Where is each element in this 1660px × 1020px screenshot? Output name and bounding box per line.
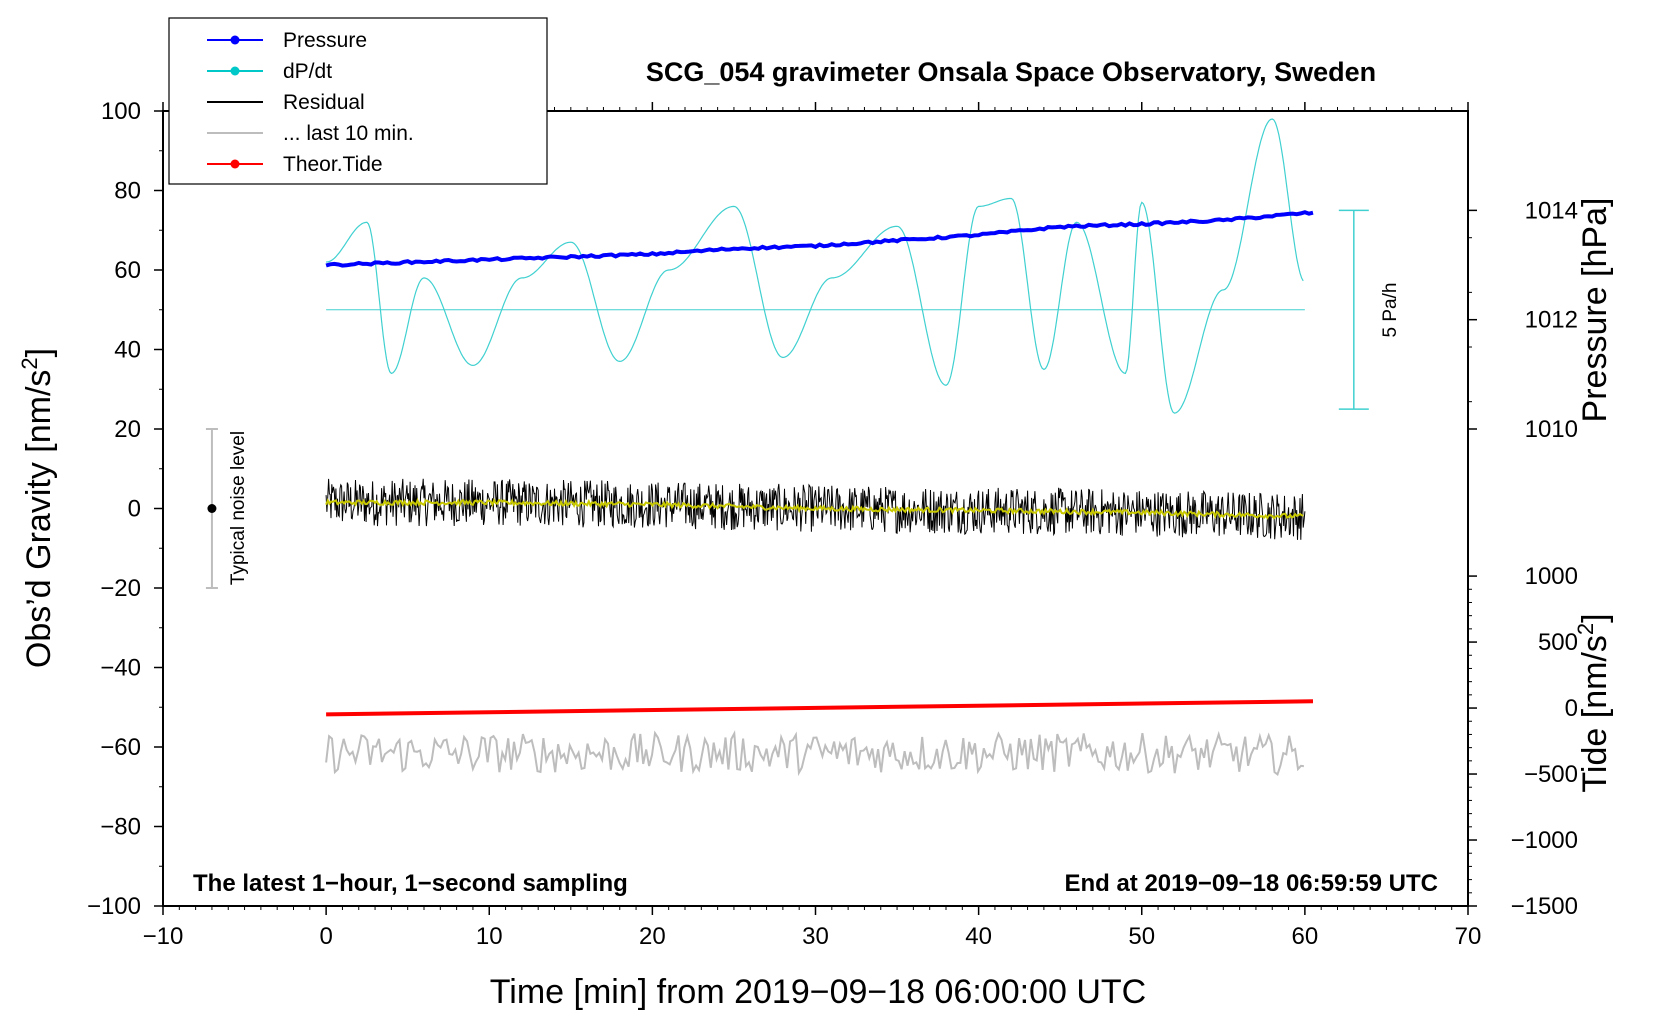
scale-bar-label: 5 Pa/h bbox=[1380, 283, 1401, 338]
noise-bar-dot bbox=[207, 504, 217, 513]
y-tick-label: −100 bbox=[87, 893, 141, 920]
axes-layer: −10 0 10 20 30 40 50 60 70−100−80−60−40−20020406… bbox=[87, 98, 1578, 950]
x-tick-label: 20 bbox=[639, 923, 666, 950]
dpdt-series bbox=[326, 118, 1304, 414]
annotation-right: End at 2019−09−18 06:59:59 UTC bbox=[1064, 870, 1438, 897]
y-tick-label: 60 bbox=[114, 257, 141, 284]
tide-axis-title: Tide [nm/s2] bbox=[1573, 613, 1614, 792]
tide-tick-label: 0 bbox=[1565, 695, 1578, 722]
legend: Pressure dP/dt Residual ... last 10 min. The… bbox=[168, 17, 548, 185]
legend-item: Residual bbox=[207, 91, 365, 114]
legend-item: dP/dt bbox=[207, 60, 332, 83]
tide-axis-title-main: Tide [nm/s bbox=[1576, 635, 1614, 792]
legend-item: Theor.Tide bbox=[207, 153, 383, 176]
chart-title: SCG_054 gravimeter Onsala Space Observat… bbox=[646, 57, 1376, 87]
noise-bar-label: Typical noise level bbox=[228, 431, 249, 585]
residual-series bbox=[325, 478, 1306, 540]
x-tick-label: −10 bbox=[143, 923, 184, 950]
y-tick-label: 20 bbox=[114, 416, 141, 443]
x-tick-label: 50 bbox=[1128, 923, 1155, 950]
tide-axis-title-sup: 2 bbox=[1573, 623, 1598, 635]
y-tick-label: 80 bbox=[114, 178, 141, 205]
tide-tick-label: −1500 bbox=[1511, 893, 1578, 920]
y-tick-label: 40 bbox=[114, 337, 141, 364]
y-tick-label: 0 bbox=[128, 496, 141, 523]
x-tick-label: 40 bbox=[965, 923, 992, 950]
legend-label: Theor.Tide bbox=[283, 153, 383, 176]
tide-tick-label: 500 bbox=[1538, 629, 1578, 656]
legend-item: Pressure bbox=[207, 29, 367, 52]
legend-label: ... last 10 min. bbox=[283, 122, 414, 145]
x-tick-label: 0 bbox=[319, 923, 332, 950]
annotation-left: The latest 1−hour, 1−second sampling bbox=[193, 870, 628, 897]
pressure-tick-label: 1010 bbox=[1525, 416, 1578, 443]
pressure-tick-label: 1014 bbox=[1525, 197, 1578, 224]
tide-axis-title-close: ] bbox=[1576, 613, 1614, 622]
y-tick-label: 100 bbox=[101, 98, 141, 125]
y-axis-title: Obs’d Gravity [nm/s2] bbox=[17, 348, 58, 668]
y-tick-label: −20 bbox=[100, 575, 141, 602]
series-layer bbox=[205, 118, 1369, 777]
y-tick-label: −60 bbox=[100, 734, 141, 761]
tide-tick-label: −1000 bbox=[1511, 827, 1578, 854]
y-axis-title-close: ] bbox=[20, 348, 58, 357]
legend-swatch-marker bbox=[230, 35, 240, 45]
y-tick-label: −80 bbox=[100, 814, 141, 841]
x-tick-label: 60 bbox=[1292, 923, 1319, 950]
y-axis-title-main: Obs’d Gravity [nm/s bbox=[20, 370, 58, 669]
legend-item: ... last 10 min. bbox=[207, 122, 414, 145]
pressure-series bbox=[325, 210, 1314, 268]
y-tick-label: −40 bbox=[100, 655, 141, 682]
y-axis-title-sup: 2 bbox=[17, 357, 42, 369]
x-tick-label: 30 bbox=[802, 923, 829, 950]
x-tick-label: 70 bbox=[1455, 923, 1482, 950]
last-10-min-series bbox=[325, 730, 1305, 777]
tide-tick-label: 1000 bbox=[1525, 563, 1578, 590]
pressure-tick-label: 1012 bbox=[1525, 307, 1578, 334]
legend-swatch-marker bbox=[230, 159, 240, 169]
pressure-axis-title: Pressure [hPa] bbox=[1576, 198, 1614, 423]
legend-label: Residual bbox=[283, 91, 365, 114]
legend-label: Pressure bbox=[283, 29, 367, 52]
residual-smooth-series bbox=[325, 497, 1304, 520]
legend-swatch-marker bbox=[230, 66, 240, 76]
x-tick-label: 10 bbox=[476, 923, 503, 950]
legend-label: dP/dt bbox=[283, 60, 332, 83]
theor-tide-series bbox=[326, 699, 1314, 717]
tide-tick-label: −500 bbox=[1524, 761, 1578, 788]
x-axis-title: Time [min] from 2019−09−18 06:00:00 UTC bbox=[490, 973, 1146, 1011]
